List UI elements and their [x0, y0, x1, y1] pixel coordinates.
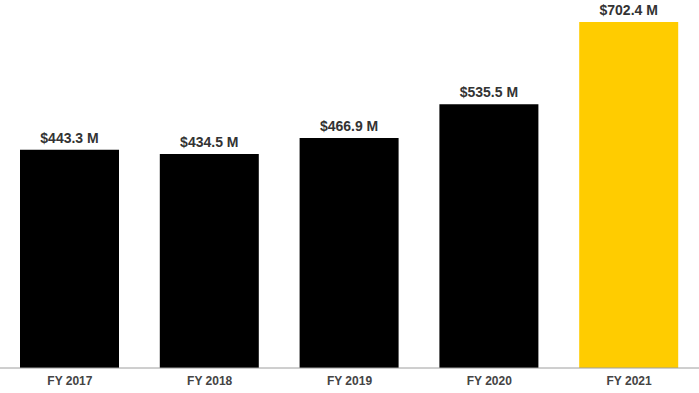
- svg-text:FY 2019: FY 2019: [327, 374, 372, 388]
- svg-text:$466.9 M: $466.9 M: [320, 118, 378, 134]
- svg-text:$702.4 M: $702.4 M: [600, 2, 658, 18]
- svg-text:FY 2017: FY 2017: [47, 374, 92, 388]
- svg-text:$434.5 M: $434.5 M: [180, 134, 238, 150]
- svg-text:FY 2021: FY 2021: [607, 374, 652, 388]
- svg-text:FY 2018: FY 2018: [187, 374, 232, 388]
- svg-text:$443.3 M: $443.3 M: [40, 130, 98, 146]
- svg-text:FY 2020: FY 2020: [467, 374, 512, 388]
- svg-text:$535.5 M: $535.5 M: [460, 84, 518, 100]
